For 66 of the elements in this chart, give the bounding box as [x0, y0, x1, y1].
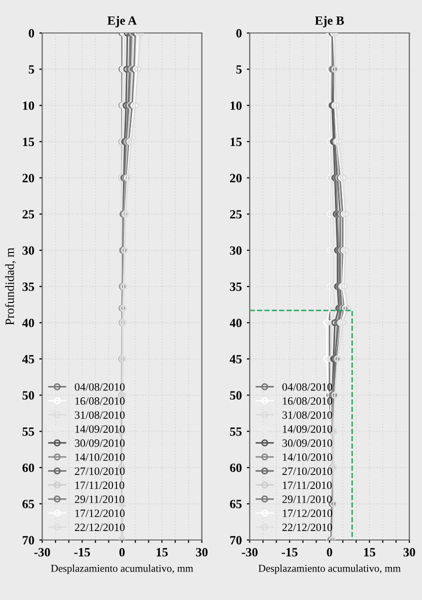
y-tick-label: 65 — [230, 500, 242, 508]
legend-label: 31/08/2010 — [74, 411, 125, 419]
x-tick-label: 15 — [364, 548, 376, 556]
legend-label: 16/08/2010 — [75, 397, 125, 405]
x-tick-label: -30 — [34, 548, 50, 556]
x-tick-label: 30 — [196, 548, 208, 556]
y-tick-label: 15 — [23, 138, 34, 146]
y-tick-label: 20 — [22, 174, 34, 182]
x-tick-label: 0 — [326, 548, 332, 556]
y-tick-label: 0 — [28, 29, 34, 38]
y-tick-label: 60 — [22, 464, 34, 472]
legend-label: 31/08/2010 — [282, 411, 332, 419]
y-tick-label: 35 — [22, 282, 34, 291]
x-tick-label: 0 — [119, 548, 125, 556]
y-tick-label: 60 — [230, 464, 242, 472]
chart-title: Eje B — [314, 16, 344, 28]
legend-label: 17/11/2010 — [75, 481, 124, 489]
legend-label: 14/09/2010 — [282, 425, 332, 433]
y-axis-title: Profundidad, m — [5, 248, 16, 326]
y-tick-label: 30 — [230, 246, 242, 255]
legend-label: 30/09/2010 — [74, 439, 125, 447]
y-tick-label: 15 — [230, 138, 242, 146]
legend-label: 04/08/2010 — [282, 383, 332, 391]
y-tick-label: 40 — [230, 318, 242, 328]
y-tick-label: 5 — [236, 65, 242, 74]
y-tick-label: 70 — [230, 536, 242, 544]
y-tick-label: 30 — [22, 246, 34, 255]
legend-label: 22/12/2010 — [282, 524, 332, 532]
legend-label: 22/12/2010 — [74, 524, 125, 532]
legend-label: 27/10/2010 — [74, 467, 125, 475]
legend-label: 29/11/2010 — [282, 496, 332, 504]
chart-title: Eje A — [107, 16, 137, 28]
legend-label: 29/11/2010 — [74, 496, 124, 504]
y-tick-label: 55 — [230, 428, 242, 436]
x-tick-label: -15 — [282, 548, 298, 556]
x-tick-label: -30 — [242, 548, 258, 556]
legend-label: 27/10/2010 — [282, 467, 332, 475]
y-tick-label: 25 — [22, 210, 34, 219]
y-tick-label: 45 — [230, 355, 242, 364]
legend-label: 04/08/2010 — [74, 383, 125, 391]
legend-label: 17/11/2010 — [282, 481, 332, 489]
y-tick-label: 25 — [230, 210, 242, 219]
y-tick-label: 65 — [22, 500, 34, 508]
legend-label: 30/09/2010 — [282, 439, 332, 447]
y-tick-label: 50 — [230, 391, 242, 400]
x-tick-label: 30 — [404, 548, 416, 556]
y-tick-label: 10 — [230, 101, 242, 110]
y-tick-label: 50 — [22, 391, 34, 400]
y-tick-label: 10 — [23, 101, 34, 110]
x-tick-label: 15 — [156, 548, 168, 556]
y-tick-label: 5 — [28, 65, 34, 74]
legend-label: 17/12/2010 — [282, 510, 332, 518]
legend-label: 14/10/2010 — [75, 453, 125, 461]
y-tick-label: 45 — [22, 355, 34, 364]
legend-label: 14/10/2010 — [282, 453, 332, 461]
y-tick-label: 0 — [236, 29, 242, 38]
y-tick-label: 40 — [22, 318, 34, 328]
y-tick-label: 55 — [22, 428, 34, 436]
legend-label: 17/12/2010 — [75, 510, 125, 518]
y-tick-label: 70 — [22, 536, 34, 544]
x-tick-label: -15 — [74, 548, 90, 556]
y-tick-label: 35 — [230, 282, 242, 291]
x-axis-title: Desplazamiento acumulativo, mm — [258, 564, 401, 574]
y-tick-label: 20 — [230, 174, 242, 182]
legend-label: 16/08/2010 — [282, 397, 332, 405]
x-axis-title: Desplazamiento acumulativo, mm — [51, 564, 194, 574]
